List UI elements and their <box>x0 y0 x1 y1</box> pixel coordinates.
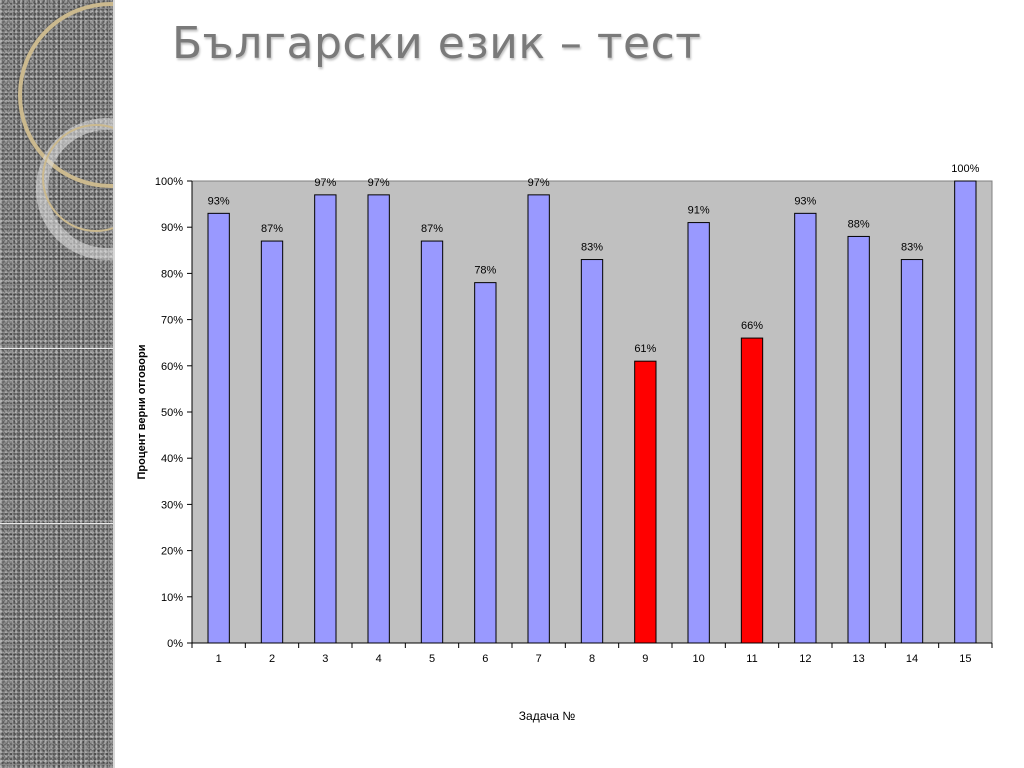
bar <box>900 259 924 644</box>
bar <box>687 222 710 644</box>
x-tick-label: 7 <box>536 653 542 665</box>
y-tick-label: 10% <box>161 592 183 604</box>
bar <box>580 259 604 644</box>
x-tick-label: 14 <box>906 653 918 665</box>
strip-divider <box>0 523 113 524</box>
bar-value-label: 83% <box>581 242 603 254</box>
bar <box>260 240 284 644</box>
y-tick-label: 30% <box>161 499 183 511</box>
bar-value-label: 97% <box>368 177 390 189</box>
x-tick-label: 6 <box>482 653 488 665</box>
y-tick-label: 80% <box>161 268 183 280</box>
bar-value-label: 91% <box>688 205 710 217</box>
y-tick-label: 90% <box>161 222 183 234</box>
y-tick-label: 20% <box>161 546 183 558</box>
x-axis: 1 2 3 4 5 6 7 8 9 10 11 12 13 14 15 <box>191 642 993 665</box>
y-axis-title: Процент верни отговори <box>136 344 148 479</box>
bar-labels-group: 93% 87% 97% 97% 87% 78% 97% 83% 61% 91% 66% 93% 88% 8… <box>208 163 980 355</box>
y-tick-label: 100% <box>155 176 183 188</box>
bar <box>634 360 657 644</box>
bar-value-label: 97% <box>314 177 336 189</box>
bar-value-label: 100% <box>951 163 979 175</box>
x-tick-label: 10 <box>693 653 705 665</box>
bar-value-label: 97% <box>528 177 550 189</box>
bar <box>314 194 337 644</box>
y-tick-label: 40% <box>161 453 183 465</box>
bar <box>420 240 444 644</box>
bar <box>794 212 817 644</box>
bars-group <box>207 180 977 644</box>
bar <box>527 194 550 644</box>
y-tick-label: 70% <box>161 315 183 327</box>
bar-value-label: 83% <box>901 242 923 254</box>
x-tick-label: 2 <box>269 653 275 665</box>
x-tick-label: 4 <box>376 653 382 665</box>
bar-value-label: 88% <box>848 218 870 230</box>
bar-value-label: 78% <box>474 265 496 277</box>
bar-value-label: 87% <box>421 223 443 235</box>
bar <box>740 337 764 644</box>
bar <box>847 235 870 644</box>
bar-value-label: 66% <box>741 320 763 332</box>
bar <box>954 180 977 644</box>
strip-edge <box>113 0 115 768</box>
bar-value-label: 93% <box>794 195 816 207</box>
y-tick-label: 50% <box>161 407 183 419</box>
bar <box>474 282 497 644</box>
x-tick-label: 5 <box>429 653 435 665</box>
decorative-side-strip <box>0 0 113 768</box>
slide-title: Български език – тест <box>172 18 702 69</box>
x-tick-label: 11 <box>746 653 757 665</box>
x-tick-label: 8 <box>589 653 595 665</box>
y-tick-label: 60% <box>161 361 183 373</box>
bar-value-label: 61% <box>634 343 656 355</box>
strip-divider <box>0 348 113 349</box>
x-tick-label: 15 <box>959 653 971 665</box>
bar <box>207 212 230 644</box>
x-tick-label: 13 <box>853 653 865 665</box>
bar <box>367 194 390 644</box>
x-tick-label: 3 <box>322 653 328 665</box>
bar-value-label: 87% <box>261 223 283 235</box>
y-tick-label: 0% <box>167 638 183 650</box>
bar-value-label: 93% <box>208 195 230 207</box>
y-axis: 0% 10% 20% 30% 40% 50% 60% 70% 80% 90% 100% <box>155 176 193 650</box>
x-tick-label: 12 <box>799 653 811 665</box>
x-tick-label: 1 <box>216 653 222 665</box>
x-tick-label: 9 <box>642 653 648 665</box>
x-axis-title: Задача № <box>519 709 576 723</box>
